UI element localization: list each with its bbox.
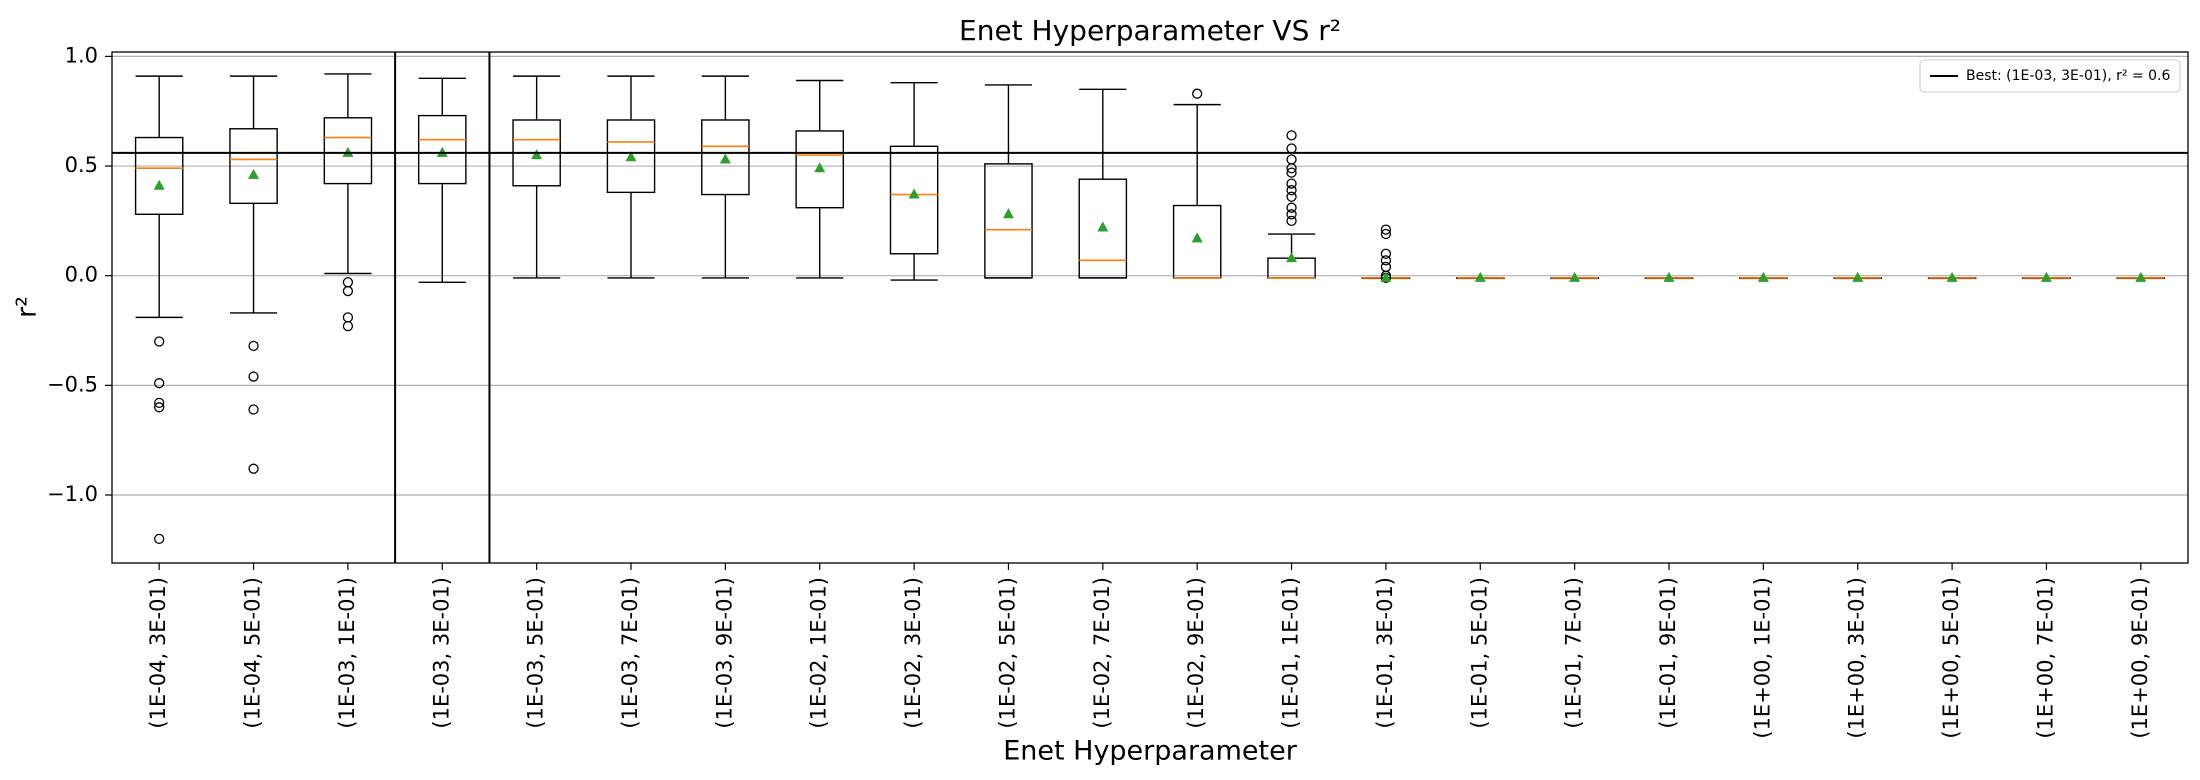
mean-marker [719, 153, 731, 164]
flier [154, 533, 165, 545]
box [417, 114, 467, 185]
box [606, 119, 656, 194]
flier [248, 371, 259, 382]
mean-marker [1757, 271, 1769, 282]
plot-frame [111, 51, 2189, 564]
legend-label: Best: (1E-03, 3E-01), r² = 0.6 [1966, 68, 2170, 84]
mean-marker [1663, 271, 1675, 282]
mean-marker [1002, 208, 1014, 219]
box [134, 136, 184, 215]
mean-marker [814, 162, 826, 173]
y-axis-label: r² [12, 296, 43, 318]
flier [1380, 255, 1392, 266]
mean-marker [2135, 271, 2147, 282]
flier [342, 320, 354, 332]
y-tick-label: 0.0 [65, 263, 98, 287]
mean-marker [1191, 232, 1203, 243]
box [1078, 178, 1128, 279]
x-tick-label: (1E-01, 3E-01) [1373, 577, 1397, 729]
flier [342, 312, 354, 323]
mean-marker [2040, 271, 2052, 282]
flier [1380, 261, 1392, 273]
box [701, 119, 750, 196]
box [795, 130, 845, 209]
flier [1380, 224, 1392, 235]
mean-marker [1946, 271, 1958, 282]
flier [1286, 154, 1297, 165]
flier [1286, 143, 1297, 154]
x-tick-label: (1E-04, 5E-01) [241, 577, 265, 729]
x-tick-label: (1E+00, 1E-01) [1750, 577, 1774, 739]
flier [248, 340, 259, 352]
y-tick-label: 0.5 [65, 153, 98, 177]
x-tick-label: (1E-04, 3E-01) [146, 577, 170, 729]
mean-marker [1569, 271, 1581, 282]
x-tick-label: (1E+00, 3E-01) [1845, 577, 1869, 739]
mean-marker [908, 188, 920, 199]
mean-marker [248, 168, 260, 179]
x-axis-label: Enet Hyperparameter [1003, 736, 1298, 767]
flier [342, 277, 354, 288]
x-tick-label: (1E+00, 5E-01) [1939, 577, 1963, 739]
flier [1286, 209, 1297, 220]
y-tick-label: −0.5 [47, 372, 98, 396]
mean-marker [1852, 271, 1864, 282]
x-tick-label: (1E-03, 7E-01) [618, 577, 642, 729]
mean-marker [1286, 252, 1298, 263]
flier [1380, 228, 1392, 240]
flier [1286, 167, 1297, 178]
mean-marker [153, 179, 165, 190]
x-tick-label: (1E-02, 9E-01) [1184, 577, 1208, 729]
x-tick-label: (1E-01, 7E-01) [1562, 577, 1586, 729]
mean-marker [1380, 271, 1392, 282]
flier [1286, 202, 1297, 213]
flier [154, 397, 165, 409]
flier [1286, 185, 1297, 196]
flier [1286, 191, 1297, 202]
flier [1286, 215, 1297, 227]
flier [342, 285, 354, 297]
x-tick-label: (1E-01, 5E-01) [1467, 577, 1491, 729]
box [984, 163, 1033, 279]
x-tick-label: (1E-02, 5E-01) [995, 577, 1019, 729]
box [323, 117, 373, 185]
flier [154, 378, 165, 389]
box [889, 145, 939, 255]
flier [248, 404, 259, 415]
x-tick-label: (1E-02, 1E-01) [807, 577, 831, 729]
y-tick-label: −1.0 [47, 482, 98, 506]
x-tick-label: (1E-03, 3E-01) [429, 577, 453, 729]
flier [1286, 178, 1297, 189]
x-tick-label: (1E+00, 7E-01) [2033, 577, 2057, 739]
flier [1192, 88, 1203, 99]
flier [1380, 248, 1392, 259]
box [229, 128, 278, 205]
x-tick-label: (1E-01, 9E-01) [1656, 577, 1680, 729]
mean-marker [1474, 271, 1486, 282]
x-tick-label: (1E+00, 9E-01) [2128, 577, 2152, 739]
x-tick-label: (1E-03, 5E-01) [524, 577, 548, 729]
mean-marker [531, 149, 543, 160]
x-tick-label: (1E-03, 1E-01) [335, 577, 359, 729]
x-tick-label: (1E-03, 9E-01) [712, 577, 736, 729]
y-tick-label: 1.0 [65, 43, 98, 67]
flier [1286, 130, 1297, 141]
mean-marker [1097, 221, 1109, 232]
mean-marker [625, 151, 637, 162]
flier [1286, 163, 1297, 174]
x-tick-label: (1E-01, 1E-01) [1279, 577, 1303, 729]
flier [154, 402, 165, 413]
flier [154, 336, 165, 347]
chart-title: Enet Hyperparameter VS r² [959, 14, 1341, 47]
x-tick-label: (1E-02, 3E-01) [901, 577, 925, 729]
flier [248, 463, 259, 474]
legend-box [1919, 59, 2181, 93]
x-tick-label: (1E-02, 7E-01) [1090, 577, 1114, 729]
